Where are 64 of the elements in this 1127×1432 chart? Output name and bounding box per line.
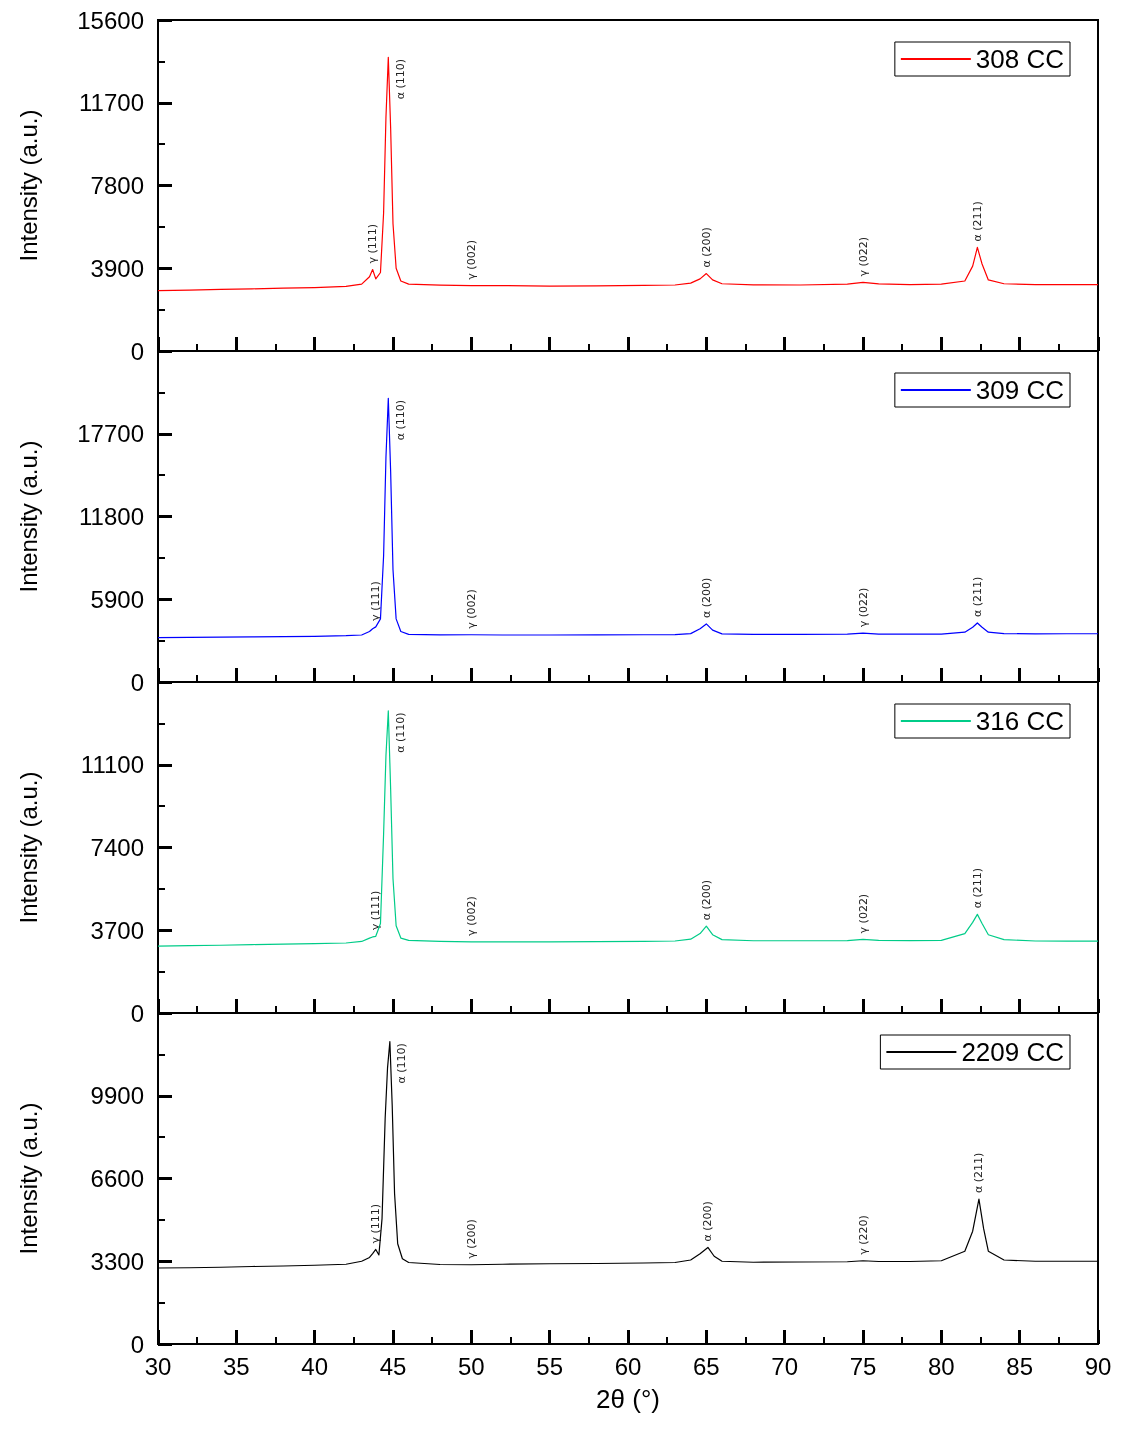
y-tick-label: 9900	[90, 1082, 144, 1110]
annotation: γ (220)	[856, 1215, 870, 1255]
annotation: α (200)	[701, 1201, 715, 1242]
y-tick-label: 11700	[79, 89, 144, 117]
annotation: γ (002)	[464, 896, 478, 936]
x-tick-label: 75	[849, 1352, 877, 1380]
y-tick-label: 7800	[90, 172, 144, 199]
line-series	[157, 397, 1099, 639]
y-tick-label: 0	[130, 999, 144, 1027]
y-axis-title: Intensity (a.u.)	[14, 1102, 42, 1255]
annotation: α (200)	[699, 577, 713, 618]
x-tick-label: 40	[301, 1352, 329, 1380]
x-axis-title: 2θ (°)	[596, 1384, 660, 1414]
y-tick-label: 3300	[90, 1247, 144, 1275]
y-tick-label: 0	[130, 337, 144, 365]
x-tick-label: 80	[927, 1352, 955, 1380]
annotation: α (110)	[393, 712, 407, 753]
x-tick-label: 85	[1006, 1352, 1034, 1380]
y-tick-label: 3900	[90, 254, 144, 282]
y-axis-title: Intensity (a.u.)	[14, 440, 42, 593]
annotation: α (211)	[970, 576, 984, 617]
annotation: α (110)	[395, 1043, 409, 1084]
x-tick-label: 35	[222, 1352, 250, 1380]
x-tick-label: 65	[692, 1352, 720, 1380]
x-tick-label: 60	[614, 1352, 642, 1380]
y-axis-title: Intensity (a.u.)	[14, 771, 42, 924]
y-tick-label: 6600	[90, 1165, 144, 1192]
y-tick-label: 5900	[90, 585, 144, 613]
y-tick-label: 17700	[77, 420, 144, 448]
x-tick-label: 30	[144, 1352, 172, 1380]
annotation: α (211)	[970, 868, 984, 909]
annotation: γ (200)	[464, 1219, 478, 1259]
annotation: γ (022)	[856, 893, 870, 934]
y-tick-label: 15600	[77, 6, 144, 34]
annotation: γ (022)	[856, 587, 870, 628]
x-tick-label: 50	[457, 1352, 485, 1380]
legend-label: 316 CC	[975, 706, 1064, 736]
y-tick-label: 11800	[79, 503, 144, 530]
line-series	[157, 710, 1099, 947]
y-axis-title: Intensity (a.u.)	[14, 109, 42, 262]
annotation: α (211)	[972, 1152, 986, 1194]
legend-label: 2209 CC	[961, 1037, 1065, 1067]
annotation: α (110)	[393, 399, 407, 441]
annotation: γ (002)	[464, 589, 478, 629]
y-tick-label: 0	[130, 1330, 144, 1358]
x-tick-label: 90	[1084, 1352, 1112, 1380]
y-tick-label: 3700	[90, 916, 144, 944]
annotation: γ (022)	[856, 236, 870, 277]
x-tick-label: 45	[379, 1352, 407, 1380]
x-tick-label: 70	[771, 1352, 799, 1380]
annotation: α (110)	[393, 59, 407, 100]
y-tick-label: 11100	[80, 751, 144, 779]
legend-label: 308 CC	[975, 44, 1064, 74]
annotation: α (200)	[699, 879, 713, 921]
annotation: γ (111)	[369, 1203, 383, 1244]
annotation: γ (111)	[366, 223, 380, 264]
legend-label: 309 CC	[975, 375, 1064, 405]
x-tick-label: 55	[536, 1352, 564, 1380]
y-tick-label: 0	[130, 668, 144, 696]
y-tick-label: 7400	[90, 834, 144, 861]
annotation: α (200)	[699, 227, 713, 268]
annotation: γ (111)	[369, 890, 383, 931]
annotation: γ (002)	[464, 240, 478, 280]
annotation: α (211)	[970, 201, 984, 242]
